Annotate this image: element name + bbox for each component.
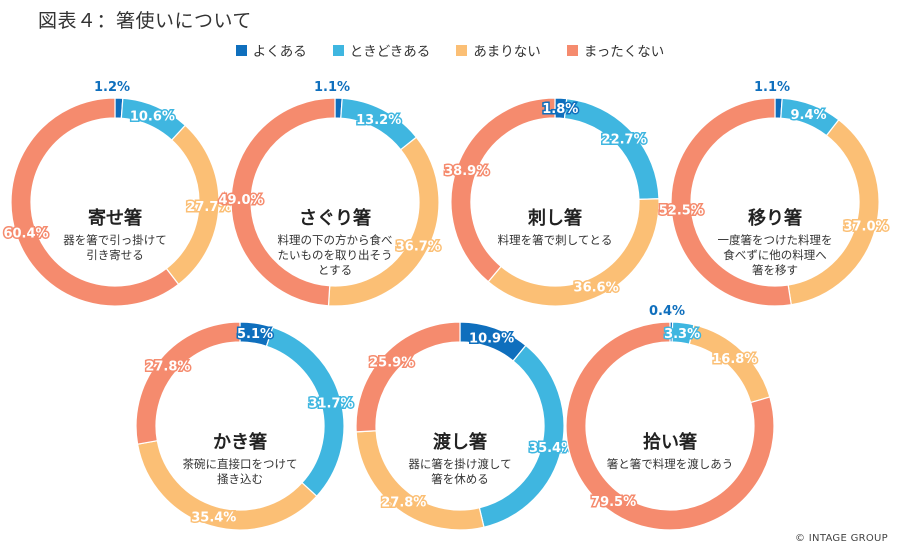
- donut-slice: [135, 321, 241, 445]
- chart-description: 箸を移す: [752, 263, 798, 277]
- donut-hole: [252, 119, 418, 285]
- donut-chart: 1.1% 13.2% 36.7% 49.0% さぐり箸料理の下の方から食べたいものを取り…: [217, 80, 442, 307]
- chart-description: 器を箸で引っ掛けて: [63, 233, 167, 247]
- legend-item: あまりない: [456, 40, 541, 60]
- data-label: 36.7%: [396, 240, 441, 255]
- donut-slice: [230, 97, 336, 307]
- donut-slice: [10, 97, 180, 307]
- data-label: 27.7%: [186, 200, 231, 215]
- data-label: 27.8%: [381, 495, 426, 510]
- donut-chart: 1.1%9.4% 37.0% 52.5% 移り箸一度箸をつけた料理を食べずに他の料理へ…: [657, 80, 890, 307]
- chart-description: たいものを取り出そう: [278, 248, 393, 262]
- chart-title: さぐり箸: [299, 207, 371, 229]
- chart-title: かき箸: [213, 431, 267, 453]
- legend-label: あまりない: [473, 44, 541, 60]
- legend-label: よくある: [252, 44, 307, 60]
- data-label: 10.6%: [130, 110, 175, 125]
- donut-hole: [692, 119, 858, 285]
- legend-swatch: [456, 44, 468, 56]
- data-label: 35.4%: [191, 510, 236, 525]
- data-label: 36.6%: [574, 281, 619, 296]
- chart-description: 器に箸を掛け渡して: [408, 457, 511, 471]
- data-label: 1.8%: [542, 102, 578, 117]
- data-label: 1.1%: [754, 80, 790, 95]
- chart-description: 茶碗に直接口をつけて: [183, 457, 298, 471]
- data-label: 1.1%: [314, 80, 350, 95]
- legend-item: よくある: [235, 40, 307, 60]
- chart-description: とする: [318, 263, 352, 277]
- chart-title: 寄せ箸: [88, 207, 142, 229]
- chart-description: 食べずに他の料理へ: [723, 248, 827, 262]
- donut-slice: [565, 321, 775, 531]
- data-label: 5.1%: [237, 327, 273, 342]
- data-label: 9.4%: [790, 108, 826, 123]
- chart-description: 箸と箸で料理を渡しあう: [607, 457, 734, 471]
- copyright: © INTAGE GROUP: [795, 533, 888, 544]
- chart-title: 渡し箸: [433, 431, 487, 453]
- data-label: 3.3%: [664, 327, 700, 342]
- legend: よくある ときどきある あまりない まったくない: [0, 40, 900, 60]
- data-label: 52.5%: [659, 203, 704, 218]
- data-label: 37.0%: [843, 219, 888, 234]
- chart-description: 引き寄せる: [86, 248, 144, 262]
- donut-hole: [377, 343, 543, 509]
- donut-hole: [32, 119, 198, 285]
- legend-swatch: [235, 44, 247, 56]
- data-label: 31.7%: [308, 396, 353, 411]
- legend-label: ときどきある: [349, 44, 431, 60]
- chart-title: 拾い箸: [643, 431, 697, 453]
- legend-item: ときどきある: [332, 40, 431, 60]
- chart-description: 料理の下の方から食べ: [278, 233, 393, 247]
- donut-slice: [670, 97, 792, 307]
- chart-description: 料理を箸で刺してとる: [498, 233, 613, 247]
- data-label: 49.0%: [218, 193, 263, 208]
- data-label: 60.4%: [3, 226, 48, 241]
- legend-label: まったくない: [583, 44, 665, 60]
- donut-slice: [355, 321, 461, 433]
- legend-item: まったくない: [566, 40, 665, 60]
- data-label: 16.8%: [712, 352, 757, 367]
- chart-description: 掻き込む: [217, 472, 263, 486]
- data-label: 0.4%: [649, 304, 685, 319]
- data-label: 79.5%: [591, 495, 636, 510]
- legend-swatch: [566, 44, 578, 56]
- chart-description: 箸を休める: [431, 472, 489, 486]
- chart-title: 刺し箸: [528, 207, 582, 229]
- donut-hole: [472, 119, 638, 285]
- page-title: 図表４：箸使いについて: [38, 10, 252, 32]
- chart-title: 移り箸: [748, 207, 802, 229]
- data-label: 27.8%: [145, 360, 190, 375]
- data-label: 10.9%: [469, 332, 514, 347]
- data-label: 1.2%: [94, 80, 130, 95]
- donut-hole: [157, 343, 323, 509]
- data-label: 38.9%: [444, 164, 489, 179]
- donut-slice: [450, 97, 556, 283]
- legend-swatch: [332, 44, 344, 56]
- chart-description: 一度箸をつけた料理を: [718, 233, 833, 247]
- data-label: 35.4%: [529, 441, 574, 456]
- donut-hole: [587, 343, 753, 509]
- data-label: 13.2%: [356, 113, 401, 128]
- data-label: 25.9%: [369, 355, 414, 370]
- data-label: 22.7%: [602, 132, 647, 147]
